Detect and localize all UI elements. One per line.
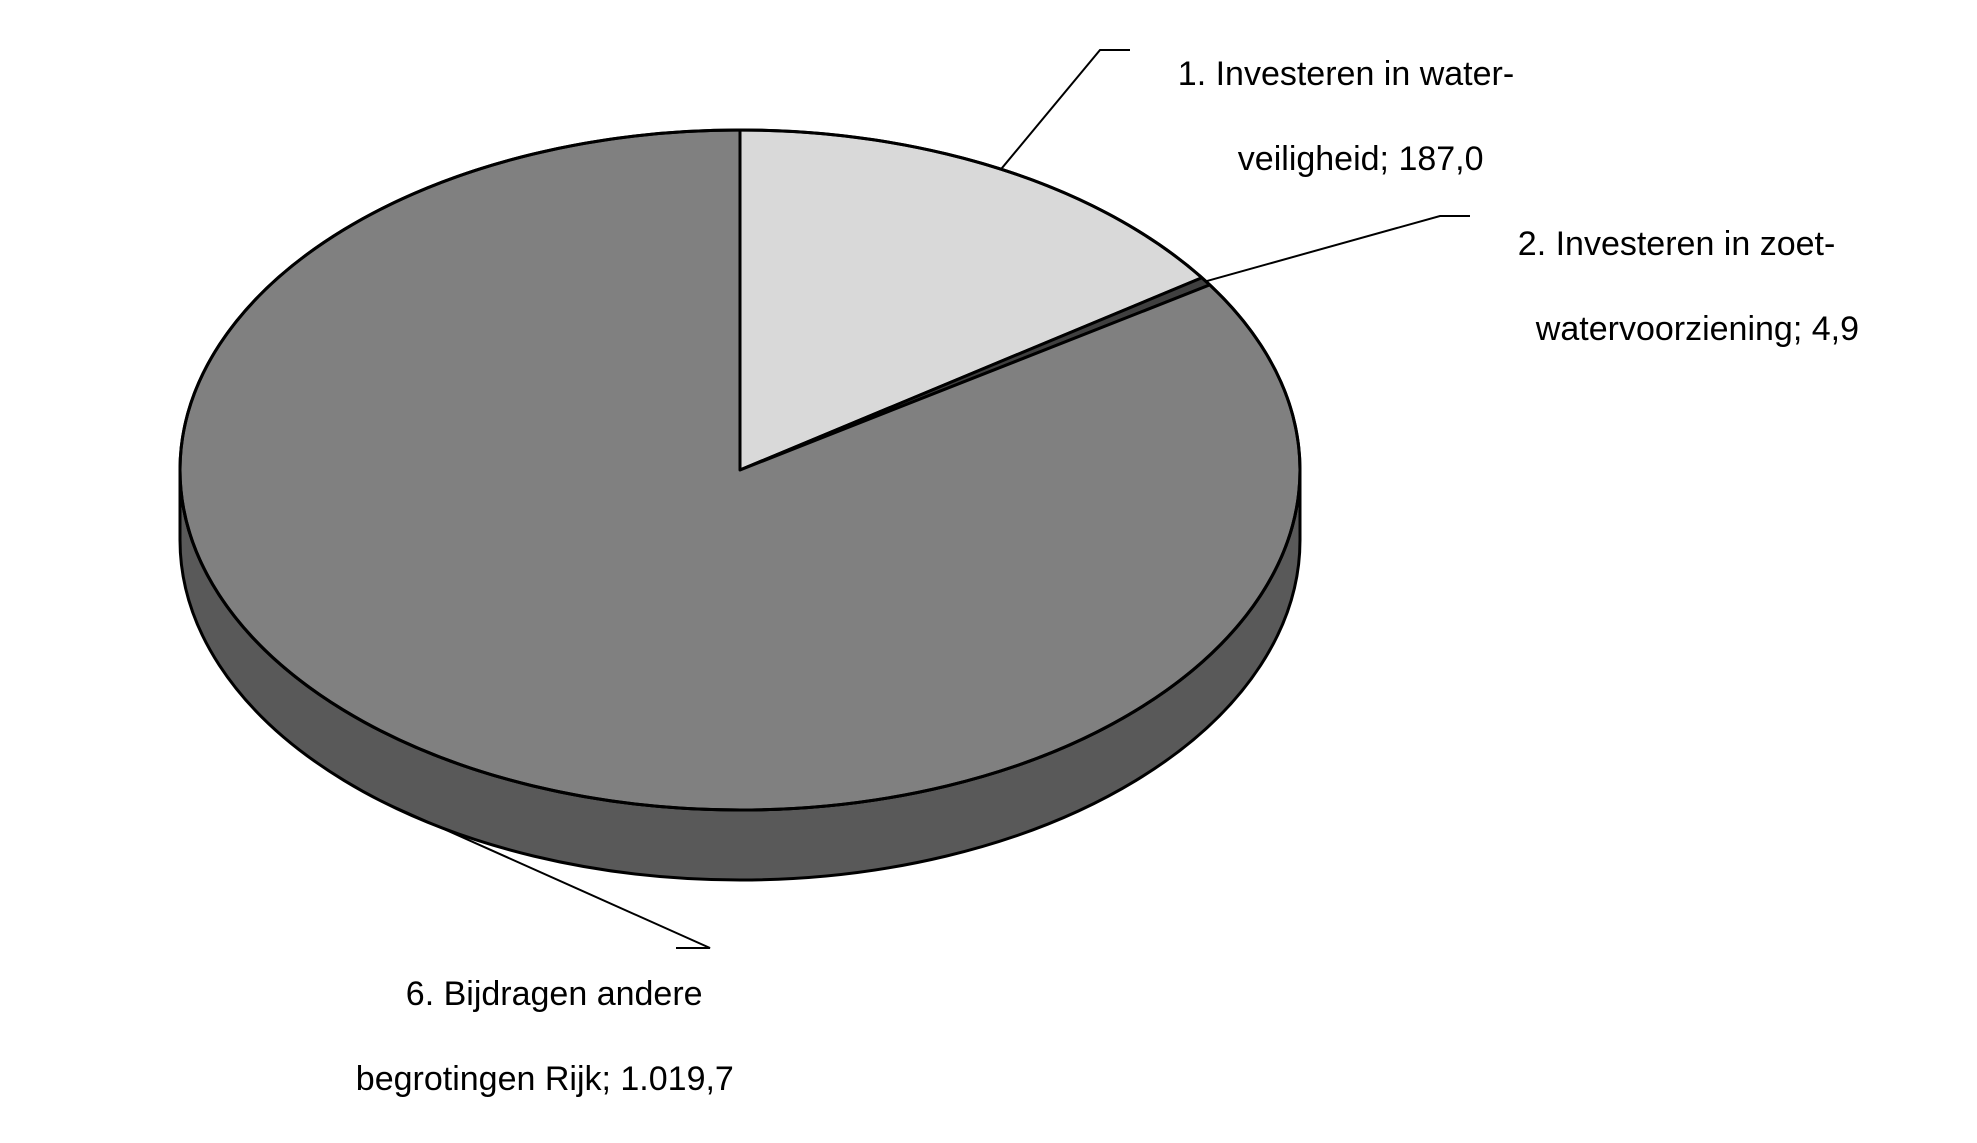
label-slice-1-line1: 1. Investeren in water-	[1178, 55, 1514, 93]
pie-top	[180, 130, 1300, 810]
pie-chart-svg	[0, 0, 1977, 1024]
label-slice-1-line2: veiligheid; 187,0	[1178, 138, 1484, 181]
label-slice-2-line1: 2. Investeren in zoet-	[1518, 225, 1836, 263]
label-slice-2: 2. Investeren in zoet- watervoorziening;…	[1480, 180, 1859, 393]
pie-chart-3d: 1. Investeren in water- veiligheid; 187,…	[0, 0, 1977, 1024]
label-slice-1: 1. Investeren in water- veiligheid; 187,…	[1140, 10, 1514, 223]
label-slice-2-line2: watervoorziening; 4,9	[1518, 308, 1859, 351]
label-slice-3-line2: begrotingen Rijk; 1.019,7	[356, 1060, 734, 1098]
label-slice-3-line1: 6. Bijdragen andere	[356, 973, 703, 1016]
label-slice-3: 6. Bijdragen andere begrotingen Rijk; 1.…	[318, 930, 734, 1143]
